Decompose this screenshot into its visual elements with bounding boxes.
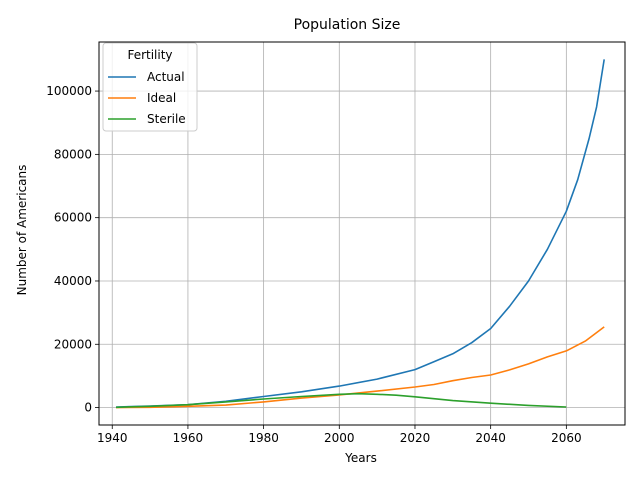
legend-box	[102, 42, 198, 132]
y-tick-label: 100000	[46, 84, 92, 98]
y-tick-label: 80000	[54, 147, 92, 161]
legend-label-ideal: Ideal	[147, 91, 176, 105]
axis-ticks: 1940 1960 1980 2000 2020 2040 2060 0 20000 40000 6…	[46, 84, 581, 445]
x-tick-label: 2020	[400, 431, 431, 445]
series-lines	[115, 59, 605, 409]
y-tick-label: 60000	[54, 211, 92, 225]
legend-entries: Actual Ideal Sterile	[108, 70, 186, 126]
series-line-actual	[115, 59, 605, 408]
legend-label-actual: Actual	[147, 70, 185, 84]
series-line-sterile	[115, 392, 567, 409]
series-line-ideal	[115, 326, 605, 409]
legend-label-sterile: Sterile	[147, 112, 186, 126]
x-tick-label: 2000	[324, 431, 355, 445]
x-axis-label: Years	[344, 451, 377, 465]
y-tick-label: 40000	[54, 274, 92, 288]
x-tick-label: 2060	[551, 431, 582, 445]
y-tick-label: 20000	[54, 337, 92, 351]
y-tick-label: 0	[84, 401, 92, 415]
plot-frame	[98, 41, 626, 426]
legend-title: Fertility	[127, 48, 172, 62]
x-tick-label: 1960	[173, 431, 204, 445]
grid	[99, 42, 625, 425]
legend: Fertility Actual Ideal Sterile	[102, 42, 198, 132]
chart-title: Population Size	[294, 17, 401, 33]
x-tick-label: 1980	[248, 431, 279, 445]
y-axis-label: Number of Americans	[15, 165, 29, 296]
x-tick-label: 1940	[97, 431, 128, 445]
x-tick-label: 2040	[475, 431, 506, 445]
